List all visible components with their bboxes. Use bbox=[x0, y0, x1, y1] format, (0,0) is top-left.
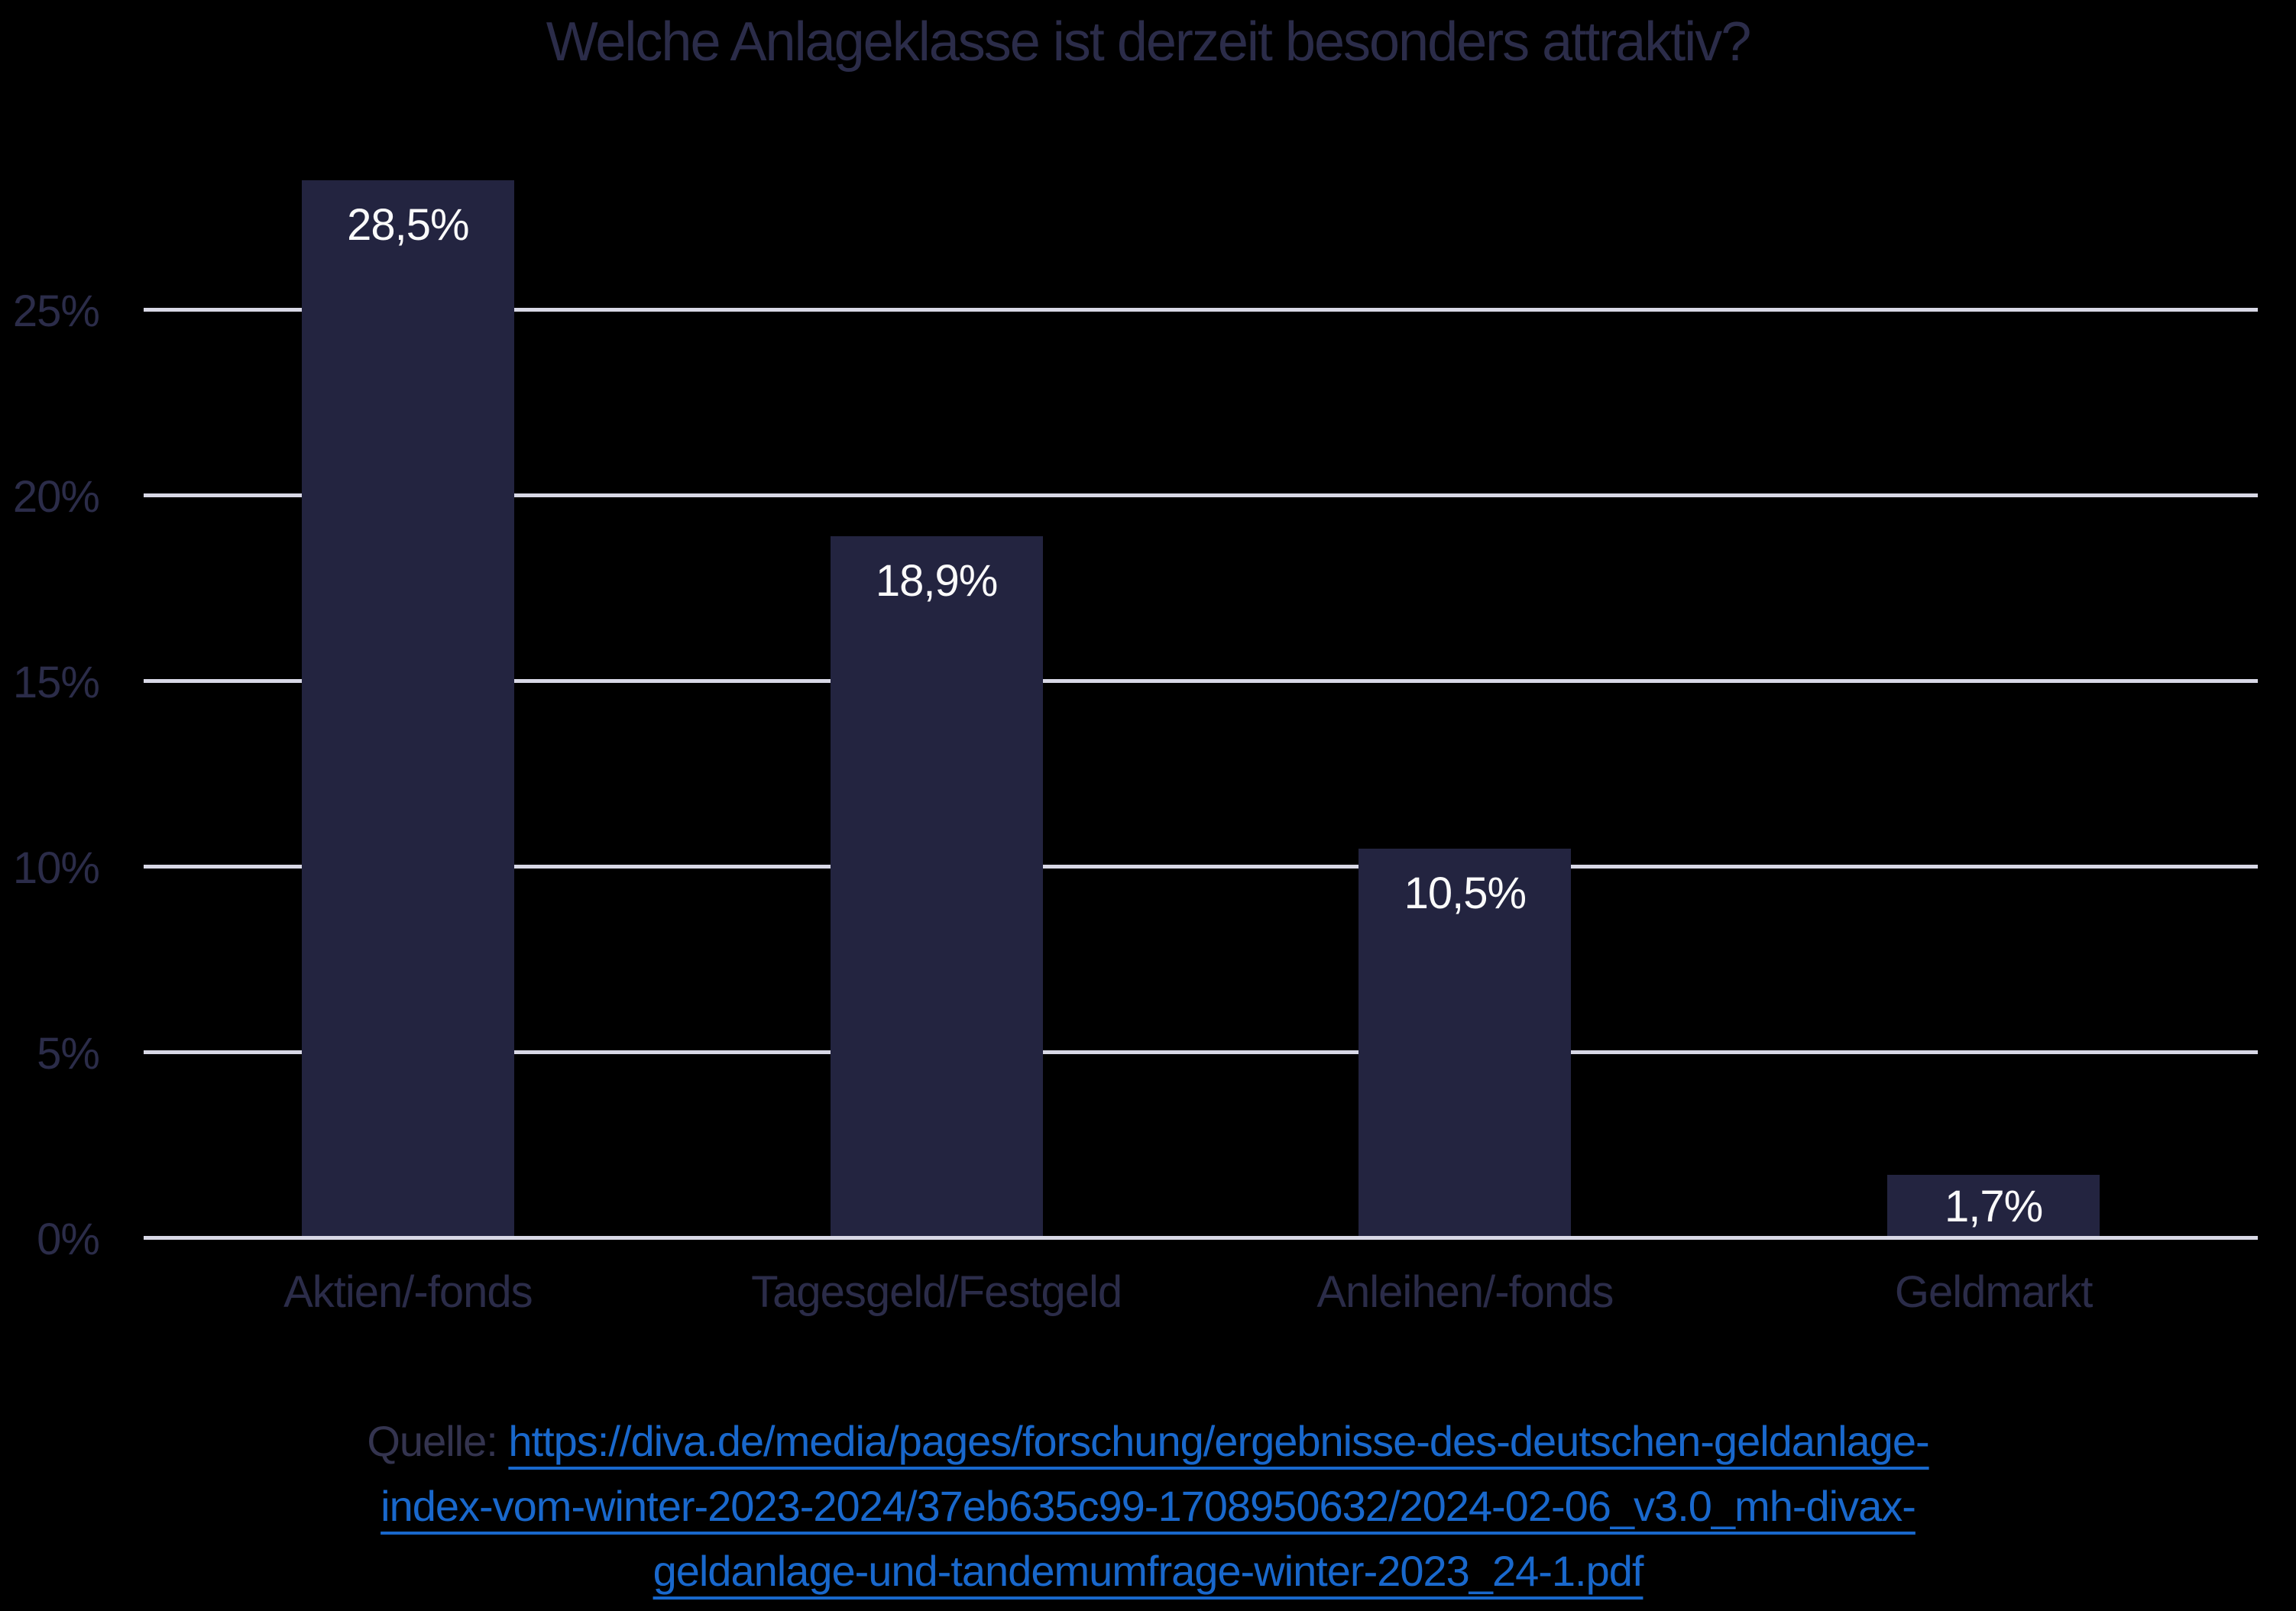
bar-value-label: 28,5% bbox=[347, 199, 469, 250]
chart-title: Welche Anlageklasse ist derzeit besonder… bbox=[546, 11, 1752, 73]
plot-area: 0% 5% 10% 15% 20% 25% 28,5% Aktien/-fonds 18,9% T… bbox=[13, 125, 2258, 1315]
gridline bbox=[144, 679, 2258, 683]
x-category-label: Geldmarkt bbox=[1894, 1267, 2094, 1317]
bar-value-label: 10,5% bbox=[1404, 868, 1527, 918]
source-note: Quelle: https://diva.de/media/pages/fors… bbox=[0, 1409, 2296, 1603]
bar-slot: 10,5% bbox=[1201, 125, 1730, 1238]
source-prefix: Quelle: bbox=[367, 1417, 509, 1465]
gridline bbox=[144, 493, 2258, 497]
bar-slot: 28,5% bbox=[144, 125, 672, 1238]
bar: 10,5% bbox=[1358, 848, 1572, 1238]
x-category-label: Aktien/-fonds bbox=[283, 1267, 533, 1317]
y-tick-label: 15% bbox=[12, 658, 100, 707]
bar-value-label: 18,9% bbox=[875, 556, 998, 607]
x-axis-line bbox=[144, 1236, 2258, 1240]
gridline bbox=[144, 865, 2258, 869]
bar: 1,7% bbox=[1887, 1175, 2100, 1238]
y-tick-label: 20% bbox=[12, 472, 100, 522]
x-category-label: Anleihen/-fonds bbox=[1316, 1267, 1614, 1317]
x-category-label: Tagesgeld/Festgeld bbox=[751, 1267, 1122, 1317]
source-link[interactable]: https://diva.de/media/pages/forschung/er… bbox=[381, 1417, 1929, 1595]
y-tick-label: 25% bbox=[12, 286, 100, 336]
gridline bbox=[144, 1050, 2258, 1054]
bar-value-label: 1,7% bbox=[1945, 1181, 2043, 1231]
y-tick-label: 0% bbox=[37, 1215, 100, 1264]
y-tick-label: 10% bbox=[12, 843, 100, 893]
y-tick-label: 5% bbox=[37, 1029, 100, 1079]
bar: 28,5% bbox=[301, 180, 514, 1238]
bar-slot: 18,9% bbox=[672, 125, 1201, 1238]
bar-slot: 1,7% bbox=[1729, 125, 2258, 1238]
bar: 18,9% bbox=[830, 536, 1043, 1238]
gridline bbox=[144, 308, 2258, 312]
